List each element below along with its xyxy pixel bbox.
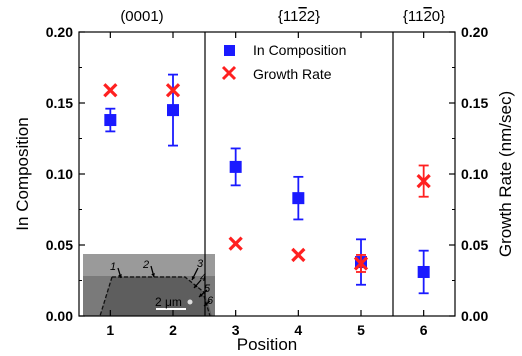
y-left-tick-label-1: 0.05: [46, 237, 73, 253]
inset-arrowhead-4: [194, 284, 198, 288]
legend-label-growth-rate: Growth Rate: [253, 66, 332, 82]
x-tick-label-1: 1: [106, 322, 114, 338]
inset-sem-image: 1 2 3 456 2 μm: [83, 254, 215, 317]
in-composition-point-4: [292, 192, 305, 205]
growth-rate-point-5: [353, 256, 369, 271]
in-composition-point-2: [167, 104, 179, 117]
facet-label-11-20-part1: {11: [403, 8, 424, 25]
legend-marker-growth-rate: [221, 65, 237, 81]
growth-rate-point-stroke-b-4: [291, 247, 306, 263]
growth-rate-point-stroke-b-5: [353, 256, 369, 271]
x-tick-label-2: 2: [169, 322, 177, 338]
in-composition-point-3: [229, 160, 242, 173]
y-right-tick-label-1: 0.05: [461, 237, 488, 253]
in-composition-point-6: [417, 265, 430, 278]
y-right-tick-label-3: 0.15: [461, 95, 488, 111]
facet-label-11-22-part1: {11: [278, 8, 299, 25]
inset-arrow-label-6: 6: [207, 295, 214, 307]
facet-label-11-20: {1120}: [403, 8, 445, 25]
x-tick-label-6: 6: [420, 322, 428, 338]
y-left-tick-label-4: 0.20: [46, 24, 73, 40]
facet-label-11-22-part3: 2}: [307, 8, 320, 25]
growth-rate-point-stroke-b-2: [165, 83, 181, 98]
growth-rate-point-2: [165, 83, 181, 98]
y-left-tick-label-0: 0.00: [46, 308, 73, 324]
legend-label-in-composition: In Composition: [253, 42, 346, 58]
inset-arrows: 1 2 3 456: [110, 258, 214, 307]
growth-rate-point-stroke-b-6: [416, 173, 431, 189]
legend: In Composition Growth Rate: [221, 42, 346, 82]
y-right-tick-label-2: 0.10: [461, 166, 488, 182]
y-axis-left-title: In Composition: [13, 117, 32, 230]
facet-label-11-22: {1122}: [278, 8, 320, 25]
x-tick-label-4: 4: [294, 322, 302, 338]
facet-label-11-22-part2: 2: [298, 8, 306, 25]
inset-arrow-label-4: 4: [200, 272, 206, 284]
y-left-tick-label-3: 0.15: [46, 95, 73, 111]
inset-arrow-label-2: 2: [142, 259, 149, 271]
growth-rate-point-stroke-b-1: [103, 83, 118, 98]
series-layer: [103, 73, 431, 295]
growth-rate-point-6: [416, 173, 431, 189]
y-left-tick-label-2: 0.10: [46, 166, 73, 182]
inset-arrow-label-1: 1: [110, 261, 116, 273]
y-right-tick-label-4: 0.20: [461, 24, 488, 40]
growth-rate-point-4: [291, 247, 306, 263]
facet-label-0001: (0001): [120, 8, 163, 25]
inset-arrowhead-3: [191, 276, 196, 280]
in-composition-point-1: [104, 114, 117, 127]
legend-marker-in-composition: [224, 45, 235, 56]
inset-scale-bar-label: 2 μm: [155, 295, 182, 309]
inset-arrowhead-2: [151, 273, 155, 277]
x-tick-label-5: 5: [357, 322, 365, 338]
axes: 1 2 3 4 5 60.000.050.100.150.200.000.050.100.…: [46, 24, 489, 338]
inset-arrow-label-3: 3: [197, 258, 204, 270]
inset-arrowhead-5: [199, 293, 203, 297]
growth-rate-point-stroke-b-3: [228, 236, 243, 251]
inset-arrowhead-1: [118, 274, 122, 278]
inset-arrow-label-5: 5: [204, 283, 211, 295]
growth-rate-point-3: [228, 236, 243, 251]
facet-label-11-20-part2: 2: [423, 8, 431, 25]
growth-rate-point-1: [103, 83, 118, 98]
x-tick-label-3: 3: [232, 322, 240, 338]
y-axis-right-title: Growth Rate (nm/sec): [496, 91, 515, 257]
series-growth-rate: [103, 83, 431, 273]
facet-label-11-20-part3: 0}: [432, 8, 445, 25]
x-axis-title: Position: [237, 335, 297, 354]
y-right-tick-label-0: 0.00: [461, 308, 488, 324]
